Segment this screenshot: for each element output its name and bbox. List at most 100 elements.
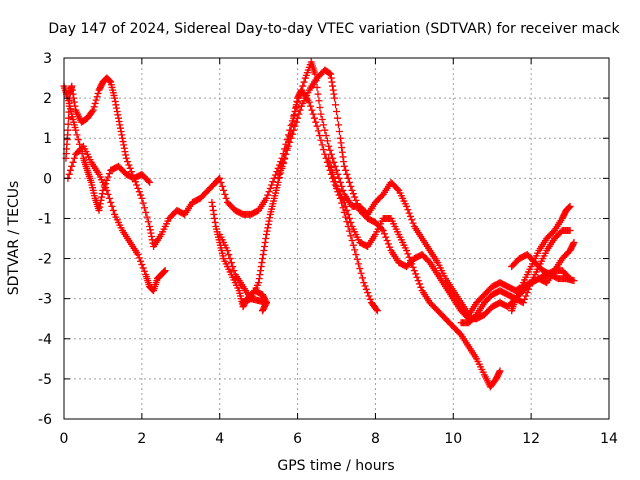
data-point (313, 83, 321, 91)
data-point (103, 176, 111, 184)
data-point (288, 130, 296, 138)
data-point (312, 118, 320, 126)
data-point (331, 94, 339, 102)
data-point (66, 166, 74, 174)
data-point (336, 178, 344, 186)
data-point (325, 154, 333, 162)
data-point (296, 106, 304, 114)
data-point (414, 277, 422, 285)
y-tick-label: -5 (38, 372, 52, 388)
data-point (373, 307, 381, 315)
data-point (330, 158, 338, 166)
data-point (351, 246, 359, 254)
data-point (326, 146, 334, 154)
data-point (339, 186, 347, 194)
data-point (68, 162, 76, 170)
series-track-f (239, 86, 381, 315)
data-point (348, 237, 356, 245)
data-point (326, 69, 334, 77)
data-point (349, 190, 357, 198)
data-point (70, 154, 78, 162)
data-point (265, 188, 273, 196)
data-point (566, 202, 574, 210)
data-point (124, 158, 132, 166)
x-tick-label: 12 (522, 431, 540, 447)
data-point (333, 114, 341, 122)
data-point (327, 150, 335, 158)
series-track-k (508, 251, 578, 285)
data-point (126, 164, 134, 172)
data-point (305, 98, 313, 106)
data-point (379, 226, 387, 234)
data-point (326, 159, 334, 167)
data-point (137, 257, 145, 265)
data-point (262, 299, 270, 307)
data-point (105, 194, 113, 202)
x-tick-label: 8 (371, 431, 380, 447)
data-point (104, 190, 112, 198)
data-point (403, 202, 411, 210)
data-point (300, 78, 308, 86)
data-point (274, 174, 282, 182)
data-point (287, 134, 295, 142)
data-point (216, 174, 224, 182)
data-point (566, 226, 574, 234)
data-point (74, 136, 82, 144)
data-point (142, 208, 150, 216)
data-point (381, 230, 389, 238)
data-point (226, 255, 234, 263)
data-point (277, 166, 285, 174)
data-point (335, 174, 343, 182)
y-tick-label: 2 (43, 91, 52, 107)
data-point (340, 198, 348, 206)
data-point (316, 103, 324, 111)
data-point (355, 203, 363, 211)
data-point (327, 164, 335, 172)
data-point (361, 282, 369, 290)
data-point (294, 114, 302, 122)
data-point (386, 243, 394, 251)
data-point (409, 263, 417, 271)
data-point (138, 194, 146, 202)
data-point (94, 89, 102, 97)
data-point (318, 141, 326, 149)
x-tick-label: 2 (137, 431, 146, 447)
data-point (144, 218, 152, 226)
data-point (292, 118, 300, 126)
data-point (108, 202, 116, 210)
data-point (299, 82, 307, 90)
data-point (360, 279, 368, 287)
data-point (92, 96, 100, 104)
data-point (104, 173, 112, 181)
data-point (133, 181, 141, 189)
data-point (358, 274, 366, 282)
data-point (221, 190, 229, 198)
data-point (334, 121, 342, 129)
data-point (144, 177, 152, 185)
data-point (291, 122, 299, 130)
data-point (320, 121, 328, 129)
data-point (334, 170, 342, 178)
data-point (347, 218, 355, 226)
data-point (344, 210, 352, 218)
y-axis: -6 -5 -4 -3 -2 -1 0 1 2 3 (38, 51, 609, 428)
data-point (229, 263, 237, 271)
data-point (496, 367, 504, 375)
data-point (227, 259, 235, 267)
data-point (349, 241, 357, 249)
chart-title: Day 147 of 2024, Sidereal Day-to-day VTE… (48, 21, 620, 37)
data-point (318, 116, 326, 124)
data-point (521, 295, 529, 303)
series-track-b (62, 58, 574, 319)
data-point (103, 186, 111, 194)
data-point (224, 247, 231, 255)
data-point (130, 174, 138, 182)
data-point (404, 206, 412, 214)
data-point (352, 196, 360, 204)
data-point (161, 267, 169, 275)
data-point (225, 251, 233, 259)
y-axis-label: SDTVAR / TECUs (6, 181, 22, 296)
data-point (372, 305, 380, 313)
data-point (323, 137, 331, 145)
